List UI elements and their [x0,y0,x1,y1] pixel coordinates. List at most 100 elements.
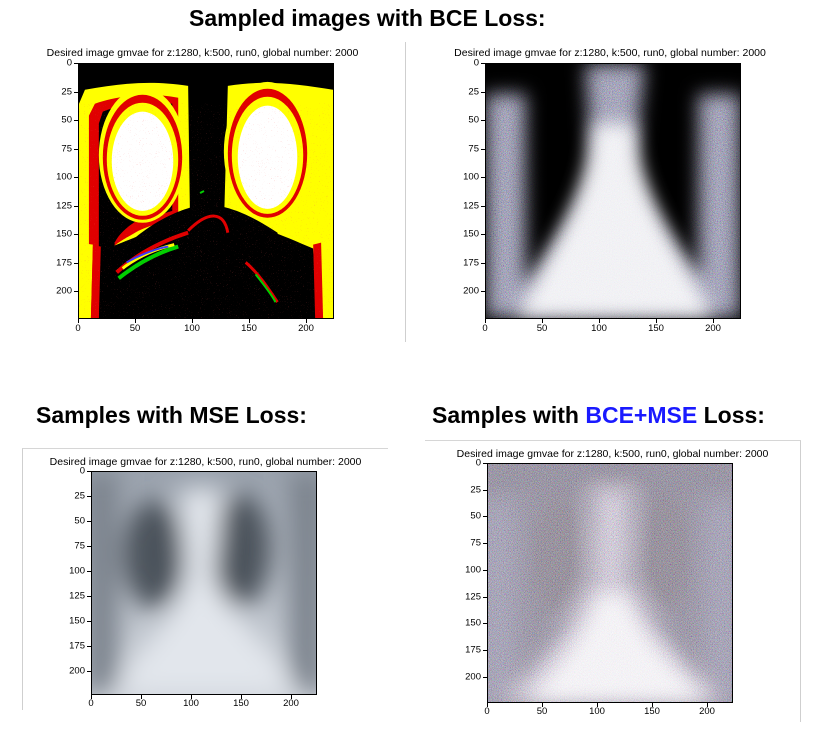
xtick-label: 0 [75,323,81,334]
ytick-label: 175 [463,257,479,269]
xtick-mark [713,319,714,323]
ytick-label: 50 [74,515,85,527]
ytick-mark [87,496,91,497]
ytick-label: 100 [465,564,481,576]
panel-bce-thresholded: Desired image gmvae for z:1280, k:500, r… [0,42,406,342]
xtick-mark [485,319,486,323]
xtick-label: 100 [184,323,200,334]
xtick-label: 0 [88,698,94,709]
ytick-mark [87,571,91,572]
ytick-mark [74,177,78,178]
heading-bce-mse-prefix: Samples with [432,402,586,428]
heading-bce-mse: Samples with BCE+MSE Loss: [432,404,765,427]
xtick-mark [291,695,292,699]
xtick-mark [249,319,250,323]
xtick-label: 0 [484,706,490,717]
ytick-label: 100 [69,565,85,577]
ytick-label: 150 [465,617,481,629]
xtick-label: 100 [589,706,605,717]
ytick-label: 150 [69,615,85,627]
xtick-mark [141,695,142,699]
chest-xray-thresholded-image [79,64,333,318]
image-plot [485,63,741,319]
panel-bce-noisy: Desired image gmvae for z:1280, k:500, r… [410,42,810,342]
ytick-mark [483,463,487,464]
ytick-mark [87,521,91,522]
ytick-label: 200 [465,671,481,683]
ytick-label: 0 [473,57,479,69]
xtick-mark [192,319,193,323]
ytick-mark [87,546,91,547]
xtick-mark [599,319,600,323]
ytick-label: 75 [74,540,85,552]
ytick-mark [483,597,487,598]
ytick-mark [74,234,78,235]
ytick-mark [483,650,487,651]
ytick-mark [481,263,485,264]
xtick-mark [306,319,307,323]
panel-title: Desired image gmvae for z:1280, k:500, r… [454,47,766,59]
xtick-label: 0 [482,323,488,334]
panel-title: Desired image gmvae for z:1280, k:500, r… [456,448,769,460]
ytick-mark [481,206,485,207]
xtick-mark [597,703,598,707]
ytick-label: 200 [69,665,85,677]
xtick-label: 100 [591,323,607,334]
ytick-mark [481,234,485,235]
xtick-mark [652,703,653,707]
ytick-label: 25 [61,86,72,98]
ytick-label: 150 [463,228,479,240]
ytick-label: 75 [468,143,479,155]
ytick-label: 50 [61,114,72,126]
xtick-mark [78,319,79,323]
ytick-label: 175 [56,257,72,269]
image-plot [78,63,334,319]
xtick-mark [656,319,657,323]
xtick-mark [707,703,708,707]
ytick-label: 150 [56,228,72,240]
xtick-mark [191,695,192,699]
ytick-label: 0 [475,457,481,469]
ytick-label: 200 [463,285,479,297]
xtick-label: 150 [644,706,660,717]
ytick-mark [481,177,485,178]
ytick-mark [74,92,78,93]
ytick-label: 25 [468,86,479,98]
heading-bce-mse-suffix: Loss: [697,402,765,428]
xtick-label: 150 [241,323,257,334]
ytick-label: 200 [56,285,72,297]
ytick-mark [87,596,91,597]
ytick-label: 0 [66,57,72,69]
ytick-mark [87,471,91,472]
ytick-mark [483,677,487,678]
heading-bce: Sampled images with BCE Loss: [189,5,546,31]
xtick-mark [487,703,488,707]
ytick-label: 125 [69,590,85,602]
ytick-mark [483,570,487,571]
ytick-mark [481,149,485,150]
ytick-mark [74,63,78,64]
ytick-label: 25 [470,484,481,496]
xtick-label: 200 [699,706,715,717]
ytick-label: 50 [470,510,481,522]
panel-mse: Desired image gmvae for z:1280, k:500, r… [22,448,388,710]
panel-title: Desired image gmvae for z:1280, k:500, r… [46,47,359,59]
xtick-label: 50 [129,323,141,334]
xtick-mark [542,703,543,707]
heading-mse: Samples with MSE Loss: [36,402,307,428]
ytick-mark [481,120,485,121]
xtick-label: 50 [135,698,147,709]
ytick-mark [74,120,78,121]
xtick-label: 200 [705,323,721,334]
xtick-label: 50 [536,706,548,717]
chest-xray-noisy-image [486,64,740,318]
ytick-label: 50 [468,114,479,126]
ytick-mark [87,621,91,622]
ytick-mark [481,92,485,93]
xtick-label: 150 [648,323,664,334]
ytick-mark [483,543,487,544]
image-plot [91,471,317,695]
ytick-label: 0 [79,465,85,477]
ytick-mark [87,671,91,672]
heading-bce-mse-highlight: BCE+MSE [585,402,698,428]
